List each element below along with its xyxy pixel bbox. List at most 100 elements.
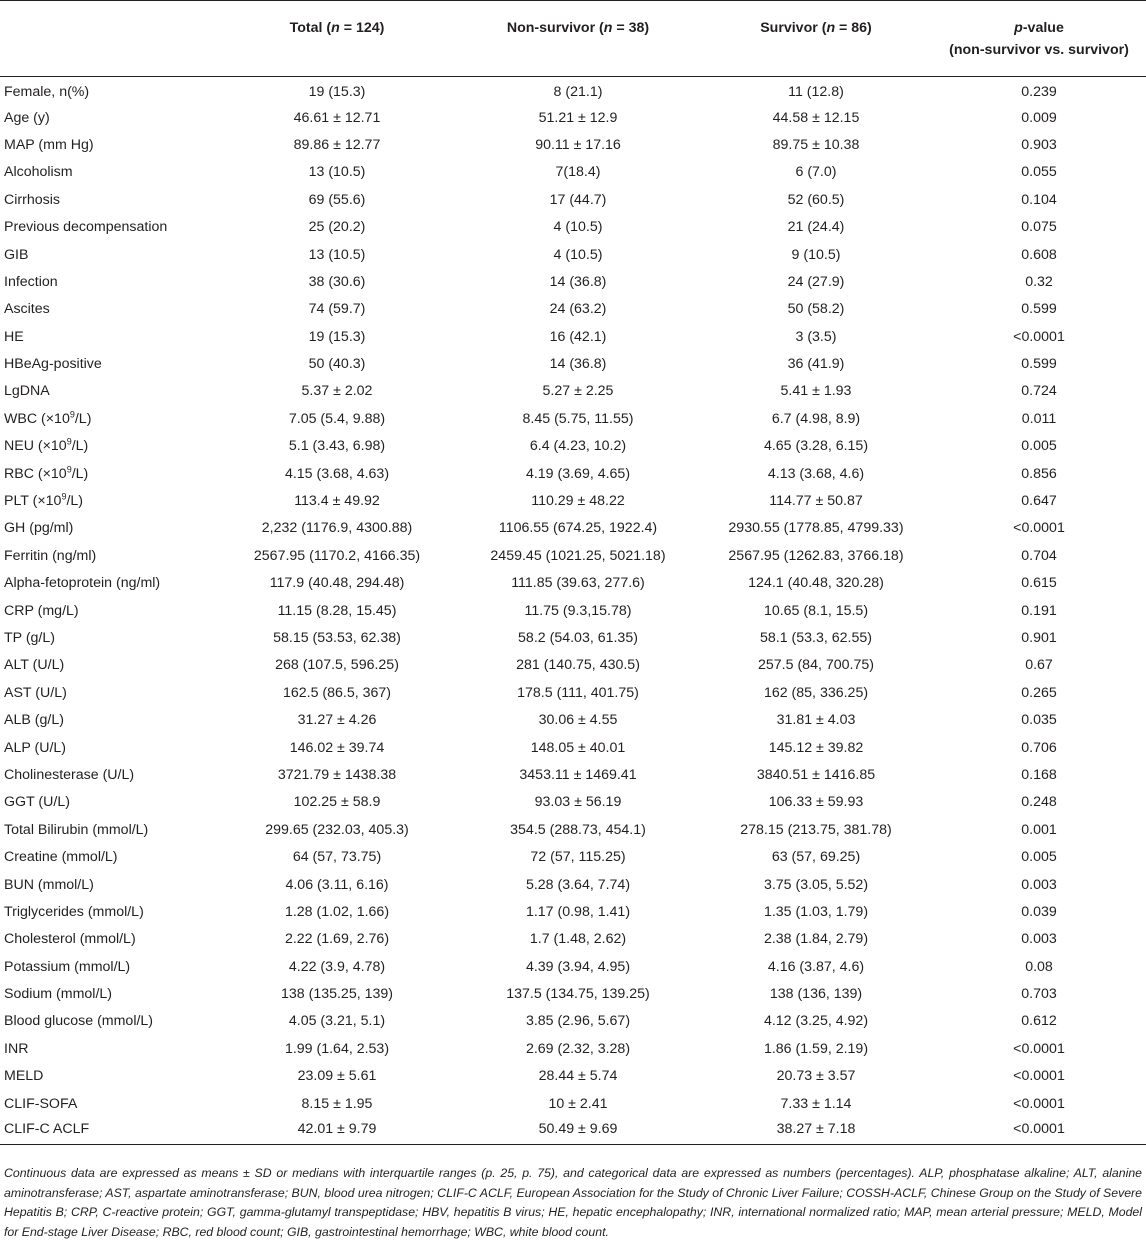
table-row: MELD 23.09 ± 5.61 28.44 ± 5.74 20.73 ± 3.57… [0,1063,1146,1090]
cell-p-value: 0.612 [1021,1013,1057,1030]
cell-total: 2567.95 (1170.2, 4166.35) [253,547,421,564]
row-label: Blood glucose (mmol/L) [4,1013,154,1030]
cell-p-value: 0.005 [1021,849,1057,866]
cell-non-survivor: 8 (21.1) [553,84,603,101]
cell-p-value: 0.003 [1021,931,1057,948]
row-label: WBC (×109/L) [4,409,92,427]
table-row: Previous decompensation 25 (20.2) 4 (10.5)… [0,213,1146,240]
cell-p-value: 0.901 [1021,630,1057,646]
cell-total: 38 (30.6) [308,273,366,290]
cell-survivor: 58.1 (53.3, 62.55) [759,630,872,646]
cell-non-survivor: 111.85 (39.63, 277.6) [511,575,645,592]
cell-survivor: 63 (57, 69.25) [771,849,861,866]
cell-survivor: 31.81 ± 4.03 [776,712,856,729]
cell-p-value: 0.704 [1021,547,1057,564]
table-row: WBC (×109/L) 7.05 (5.4, 9.88) 8.45 (5.75, … [0,405,1146,432]
cell-non-survivor: 50.49 ± 9.69 [538,1121,618,1138]
cell-p-value: 0.055 [1021,164,1057,181]
cell-survivor: 3 (3.5) [795,328,837,345]
cell-total: 46.61 ± 12.71 [293,109,381,126]
table-row: INR 1.99 (1.64, 2.53) 2.69 (2.32, 3.28) 1.8… [0,1035,1146,1062]
cell-survivor: 89.75 ± 10.38 [772,136,860,153]
cell-non-survivor: 148.05 ± 40.01 [530,739,626,756]
cell-survivor: 4.13 (3.68, 4.6) [767,465,865,482]
cell-total: 8.15 ± 1.95 [301,1095,373,1112]
row-label: CLIF-SOFA [4,1095,78,1112]
cell-p-value: 0.005 [1021,438,1057,455]
cell-total: 58.15 (53.53, 62.38) [273,630,401,646]
cell-survivor: 20.73 ± 3.57 [776,1068,856,1085]
cell-non-survivor: 3453.11 ± 1469.41 [519,766,637,783]
cell-survivor: 7.33 ± 1.14 [780,1095,852,1112]
table-row: Female, n(%) 19 (15.3) 8 (21.1) 11 (12.8) 0.… [0,77,1146,104]
cell-total: 13 (10.5) [308,164,366,181]
cell-p-value: 0.599 [1021,356,1057,373]
cell-survivor: 2567.95 (1262.83, 3766.18) [728,547,904,564]
table-row: GGT (U/L) 102.25 ± 58.9 93.03 ± 56.19 106.3… [0,789,1146,816]
cell-survivor: 50 (58.2) [787,301,845,318]
row-label: Ascites [4,301,50,318]
cell-total: 19 (15.3) [308,84,366,101]
cell-survivor: 124.1 (40.48, 320.28) [748,575,884,592]
cell-p-value: 0.248 [1021,794,1057,811]
cell-p-value: 0.724 [1021,383,1057,400]
cell-survivor: 2930.55 (1778.85, 4799.33) [728,520,904,537]
cell-non-survivor: 2459.45 (1021.25, 5021.18) [490,547,666,564]
cell-survivor: 106.33 ± 59.93 [768,794,864,811]
row-label: RBC (×109/L) [4,463,89,482]
row-label: Age (y) [4,109,50,126]
table-row: ALB (g/L) 31.27 ± 4.26 30.06 ± 4.55 31.81 ±… [0,706,1146,733]
cell-p-value: 0.039 [1021,903,1057,920]
table-row: Infection 38 (30.6) 14 (36.8) 24 (27.9) 0.32 [0,268,1146,295]
cell-total: 268 (107.5, 596.25) [275,657,399,674]
cell-survivor: 6.7 (4.98, 8.9) [771,410,861,427]
row-label: Total Bilirubin (mmol/L) [4,821,149,838]
table-row: HBeAg-positive 50 (40.3) 14 (36.8) 36 (41.9… [0,350,1146,377]
cell-survivor: 52 (60.5) [787,191,845,208]
cell-total: 146.02 ± 39.74 [289,739,385,756]
table-row: GH (pg/ml) 2,232 (1176.9, 4300.88) 1106.55… [0,515,1146,542]
cell-survivor: 24 (27.9) [787,273,845,290]
cell-non-survivor: 3.85 (2.96, 5.67) [525,1013,631,1030]
cell-total: 89.86 ± 12.77 [293,136,381,153]
cell-total: 25 (20.2) [308,219,366,236]
table-row: Age (y) 46.61 ± 12.71 51.21 ± 12.9 44.58 ± … [0,104,1146,131]
cell-p-value: 0.703 [1021,986,1057,1003]
cell-survivor: 38.27 ± 7.18 [776,1121,856,1138]
cell-p-value: <0.0001 [1013,1040,1065,1057]
cell-p-value: 0.32 [1025,273,1053,290]
cell-non-survivor: 16 (42.1) [549,328,607,345]
table-row: BUN (mmol/L) 4.06 (3.11, 6.16) 5.28 (3.64,… [0,871,1146,898]
cell-survivor: 145.12 ± 39.82 [768,739,864,756]
table-row: TP (g/L) 58.15 (53.53, 62.38) 58.2 (54.03,… [0,624,1146,651]
row-label: MAP (mm Hg) [4,136,94,153]
table-row: RBC (×109/L) 4.15 (3.68, 4.63) 4.19 (3.69,… [0,460,1146,487]
table-row: HE 19 (15.3) 16 (42.1) 3 (3.5) <0.0001 [0,323,1146,350]
cell-survivor: 3840.51 ± 1416.85 [756,766,876,783]
header-row: Total (n = 124) Non-survivor (n = 38) Su… [0,0,1146,77]
row-label: Creatine (mmol/L) [4,849,118,866]
cell-survivor: 1.35 (1.03, 1.79) [763,903,869,920]
cell-total: 74 (59.7) [308,301,366,318]
cell-non-survivor: 4 (10.5) [553,219,603,236]
row-label: GH (pg/ml) [4,520,74,537]
cell-total: 4.05 (3.21, 5.1) [288,1013,386,1030]
table-row: CRP (mg/L) 11.15 (8.28, 15.45) 11.75 (9.3,… [0,597,1146,624]
cell-p-value: 0.856 [1021,465,1057,482]
cell-p-value: 0.003 [1021,876,1057,893]
cell-p-value: 0.035 [1021,712,1057,729]
cell-non-survivor: 5.28 (3.64, 7.74) [525,876,631,893]
cell-total: 117.9 (40.48, 294.48) [269,575,405,592]
table-row: Blood glucose (mmol/L) 4.05 (3.21, 5.1) 3.… [0,1008,1146,1035]
cell-non-survivor: 137.5 (134.75, 139.25) [506,986,650,1003]
cell-total: 64 (57, 73.75) [292,849,382,866]
cell-non-survivor: 8.45 (5.75, 11.55) [522,410,634,427]
cell-total: 23.09 ± 5.61 [297,1068,377,1085]
row-label: PLT (×109/L) [4,491,84,510]
cell-non-survivor: 93.03 ± 56.19 [534,794,622,811]
row-label: GGT (U/L) [4,794,70,811]
table-header: Total (n = 124) Non-survivor (n = 38) Su… [0,0,1146,77]
cell-total: 42.01 ± 9.79 [297,1121,377,1138]
cell-total: 1.99 (1.64, 2.53) [284,1040,390,1057]
cell-survivor: 4.16 (3.87, 4.6) [767,958,865,975]
